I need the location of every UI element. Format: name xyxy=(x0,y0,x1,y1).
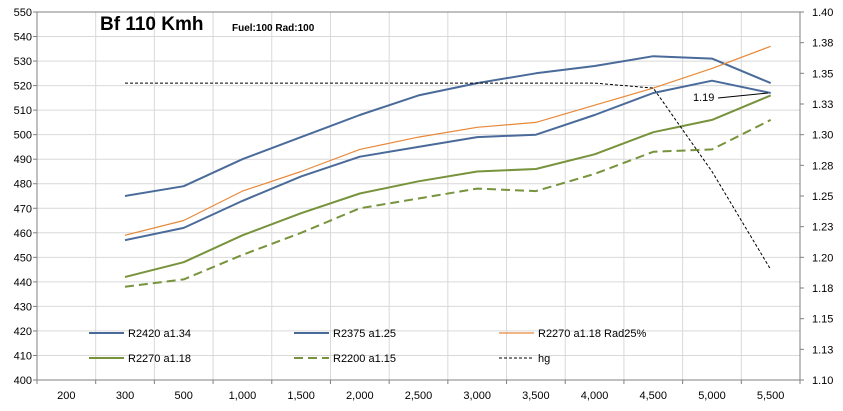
legend-label: R2270 a1.18 Rad25% xyxy=(538,328,646,340)
x-tick-label: 1,000 xyxy=(229,390,257,402)
gridlines xyxy=(36,11,801,381)
y-tick-label: 430 xyxy=(14,301,32,313)
y-tick-label: 530 xyxy=(14,56,32,68)
annotations: 1.19 xyxy=(693,92,769,104)
series-line xyxy=(124,94,772,278)
y-tick-label: 520 xyxy=(14,81,32,93)
y2-tick-label: 1.40 xyxy=(812,7,833,19)
axes: 400 410 420 430 440 450 460 470 480 490 500 510 520 5… xyxy=(14,7,834,402)
y2-tick-label: 1.13 xyxy=(812,344,833,356)
x-tick-label: 300 xyxy=(116,390,134,402)
y-tick-label: 500 xyxy=(14,130,32,142)
legend-label: R2420 a1.34 xyxy=(128,328,191,340)
y-tick-label: 410 xyxy=(14,350,32,362)
series-line xyxy=(124,45,771,236)
x-tick-label: 5,500 xyxy=(757,390,785,402)
y-tick-label: 480 xyxy=(14,179,32,191)
series-line xyxy=(124,79,771,242)
x-tick-label: 4,500 xyxy=(640,390,668,402)
y2-tick-label: 1.35 xyxy=(812,68,833,80)
annotation-pointer xyxy=(717,92,769,99)
chart-title: Bf 110 Kmh xyxy=(100,14,203,35)
x-tick-label: 4,000 xyxy=(581,390,609,402)
plot-area-border xyxy=(36,11,801,381)
series-line xyxy=(124,119,772,288)
y2-tick-label: 1.33 xyxy=(812,99,833,111)
x-tick-label: 3,500 xyxy=(522,390,550,402)
legend: R2420 a1.34 R2375 a1.25 R2270 a1.18 Rad25%… xyxy=(89,328,646,365)
y-tick-label: 550 xyxy=(14,7,32,19)
y-tick-label: 540 xyxy=(14,32,32,44)
legend-label: R2270 a1.18 xyxy=(128,353,191,365)
x-tick-label: 200 xyxy=(57,390,75,402)
y-tick-label: 460 xyxy=(14,228,32,240)
x-tick-label: 3,000 xyxy=(463,390,491,402)
y2-tick-label: 1.18 xyxy=(812,283,833,295)
x-tick-label: 2,500 xyxy=(405,390,433,402)
x-tick-label: 1,500 xyxy=(287,390,315,402)
y2-tick-label: 1.38 xyxy=(812,38,833,50)
y2-tick-label: 1.23 xyxy=(812,222,833,234)
legend-label: R2375 a1.25 xyxy=(333,328,396,340)
y-tick-label: 440 xyxy=(14,277,32,289)
y-tick-label: 490 xyxy=(14,154,32,166)
series-line xyxy=(124,55,772,197)
y2-tick-label: 1.20 xyxy=(812,252,833,264)
x-tick-label: 500 xyxy=(175,390,193,402)
y2-tick-label: 1.30 xyxy=(812,130,833,142)
x-tick-label: 2,000 xyxy=(346,390,374,402)
y-tick-label: 470 xyxy=(14,203,32,215)
legend-label: R2200 a1.15 xyxy=(333,353,396,365)
y2-tick-label: 1.25 xyxy=(812,191,833,203)
y-tick-label: 420 xyxy=(14,326,32,338)
y-tick-label: 510 xyxy=(14,105,32,117)
y-tick-label: 450 xyxy=(14,252,32,264)
series-line xyxy=(125,82,772,270)
annotation-label: 1.19 xyxy=(693,92,714,104)
y2-tick-label: 1.15 xyxy=(812,314,833,326)
y-tick-label: 400 xyxy=(14,375,32,387)
legend-label: hg xyxy=(538,353,550,365)
y2-tick-label: 1.10 xyxy=(812,375,833,387)
series-group xyxy=(124,45,772,288)
chart-subtitle: Fuel:100 Rad:100 xyxy=(232,23,315,34)
y2-tick-label: 1.28 xyxy=(812,160,833,172)
x-tick-label: 5,000 xyxy=(698,390,726,402)
